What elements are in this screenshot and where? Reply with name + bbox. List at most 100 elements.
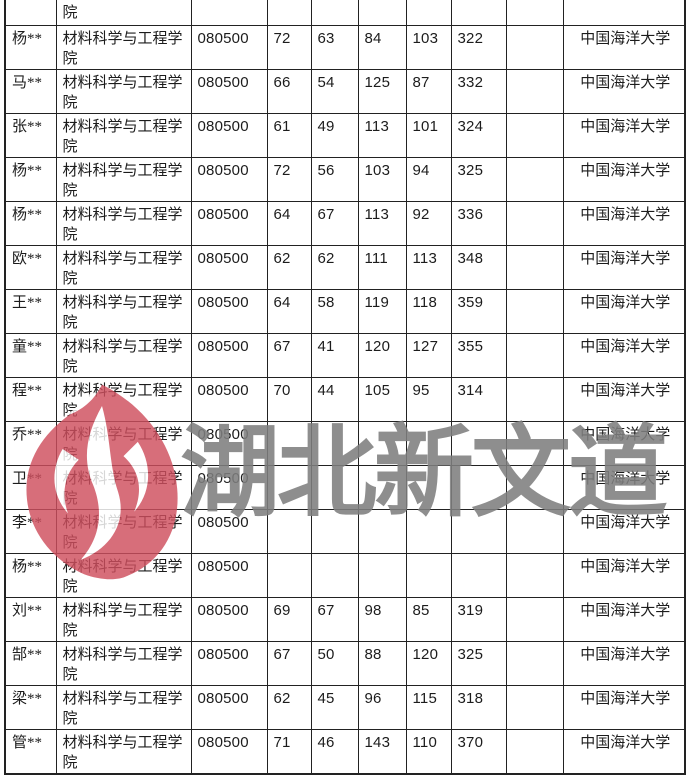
score4-cell: 103 [405,25,452,70]
major-code-cell: 080500 [190,509,268,554]
major-code-cell: 080500 [190,553,268,598]
score2-cell: 46 [310,729,359,775]
university-cell: 中国海洋大学 [562,597,686,642]
university-cell: 中国海洋大学 [562,685,686,730]
score2-cell: 41 [310,333,359,378]
score1-cell: 72 [266,157,312,202]
table-row: 管** 材料科学与工程学院 080500 71 46 143 110 370 中… [4,729,686,775]
table-row: 卫** 材料科学与工程学院 080500 中国海洋大学 [4,465,686,510]
score4-cell: 101 [405,113,452,158]
university-cell: 中国海洋大学 [562,729,686,775]
major-code-cell: 080500 [190,201,268,246]
score3-cell: 143 [357,729,407,775]
score4-cell: 127 [405,333,452,378]
department-cell: 材料科学与工程学院 [55,641,192,686]
blank-cell [505,113,564,158]
department-cell: 材料科学与工程学院 [55,245,192,290]
score4-cell [405,0,452,26]
score1-cell: 64 [266,289,312,334]
total-score-cell: 332 [450,69,507,114]
score3-cell: 105 [357,377,407,422]
score1-cell [266,0,312,26]
blank-cell [505,465,564,510]
university-cell: 中国海洋大学 [562,25,686,70]
score1-cell: 62 [266,245,312,290]
department-cell: 材料科学与工程学院 [55,333,192,378]
student-name-cell: 程** [4,377,57,422]
score1-cell: 61 [266,113,312,158]
blank-cell [505,289,564,334]
student-name-cell: 李** [4,509,57,554]
table-row: 杨** 材料科学与工程学院 080500 72 63 84 103 322 中国… [4,25,686,70]
score2-cell: 45 [310,685,359,730]
student-name-cell: 管** [4,729,57,775]
score2-cell: 54 [310,69,359,114]
blank-cell [505,0,564,26]
department-cell: 材料科学与工程学院 [55,465,192,510]
score2-cell [310,553,359,598]
department-cell: 材料科学与工程学院 [55,69,192,114]
score1-cell [266,553,312,598]
score2-cell [310,421,359,466]
department-cell: 材料科学与工程学院 [55,157,192,202]
university-cell: 中国海洋大学 [562,201,686,246]
student-name-cell: 杨** [4,553,57,598]
score3-cell: 125 [357,69,407,114]
score3-cell: 96 [357,685,407,730]
score2-cell: 49 [310,113,359,158]
score1-cell: 67 [266,641,312,686]
score4-cell: 115 [405,685,452,730]
university-cell: 中国海洋大学 [562,377,686,422]
total-score-cell [450,0,507,26]
score2-cell: 56 [310,157,359,202]
major-code-cell: 080500 [190,465,268,510]
score2-cell: 44 [310,377,359,422]
total-score-cell: 319 [450,597,507,642]
total-score-cell: 314 [450,377,507,422]
department-cell: 材料科学与工程学院 [55,597,192,642]
department-cell: 材料科学与工程学院 [55,685,192,730]
university-cell: 中国海洋大学 [562,465,686,510]
department-cell: 材料科学与工程学院 [55,553,192,598]
score1-cell [266,509,312,554]
score2-cell [310,0,359,26]
score1-cell: 70 [266,377,312,422]
table-row: 杨** 材料科学与工程学院 080500 64 67 113 92 336 中国… [4,201,686,246]
score3-cell [357,553,407,598]
total-score-cell: 325 [450,157,507,202]
table-row: 童** 材料科学与工程学院 080500 67 41 120 127 355 中… [4,333,686,378]
department-cell: 材料科学与工程学院 [55,509,192,554]
major-code-cell: 080500 [190,421,268,466]
total-score-cell [450,465,507,510]
total-score-cell: 359 [450,289,507,334]
student-name-cell: 乔** [4,421,57,466]
score4-cell: 113 [405,245,452,290]
score4-cell: 110 [405,729,452,775]
score3-cell: 113 [357,201,407,246]
document-page: 院 杨** 材料科学与工程学院 080500 72 63 84 103 322 … [4,0,686,775]
score4-cell [405,553,452,598]
university-cell: 中国海洋大学 [562,113,686,158]
score4-cell: 92 [405,201,452,246]
total-score-cell [450,553,507,598]
blank-cell [505,421,564,466]
blank-cell [505,377,564,422]
score3-cell: 113 [357,113,407,158]
major-code-cell: 080500 [190,377,268,422]
student-name-cell [4,0,57,26]
table-row: 王** 材料科学与工程学院 080500 64 58 119 118 359 中… [4,289,686,334]
score2-cell: 67 [310,597,359,642]
university-cell [562,0,686,26]
score3-cell: 120 [357,333,407,378]
university-cell: 中国海洋大学 [562,641,686,686]
total-score-cell: 336 [450,201,507,246]
table-row: 梁** 材料科学与工程学院 080500 62 45 96 115 318 中国… [4,685,686,730]
blank-cell [505,245,564,290]
table-row: 院 [4,0,686,26]
student-name-cell: 郜** [4,641,57,686]
score4-cell: 120 [405,641,452,686]
score3-cell: 119 [357,289,407,334]
score3-cell [357,465,407,510]
score4-cell: 87 [405,69,452,114]
score1-cell: 62 [266,685,312,730]
